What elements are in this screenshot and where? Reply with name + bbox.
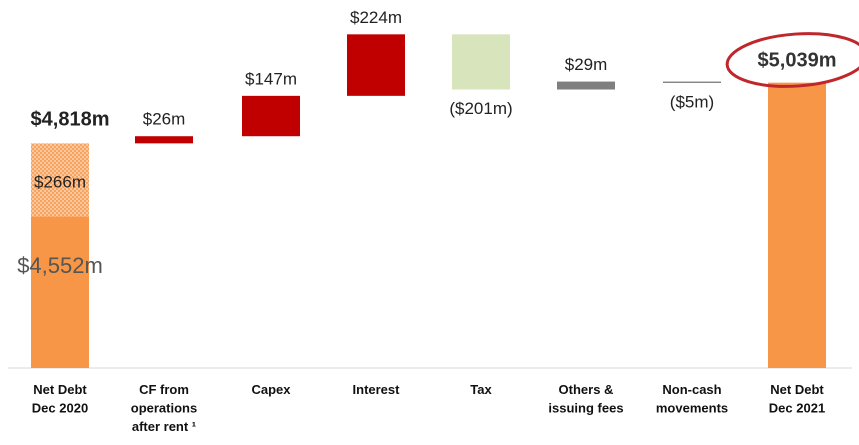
- bar: [242, 95, 300, 137]
- bar-segment: [31, 216, 89, 368]
- value-label: $29m: [565, 55, 608, 74]
- x-tick-label: Net Debt Dec 2021: [769, 382, 825, 416]
- highlight-ring: [725, 32, 859, 88]
- segment-label: $266m: [34, 172, 86, 191]
- value-label: ($201m): [449, 99, 512, 118]
- segment-label: $4,552m: [17, 253, 103, 278]
- x-tick-label: CF from operations after rent ¹: [131, 382, 197, 434]
- bar: [663, 81, 721, 83]
- x-tick-label: Capex: [251, 382, 291, 397]
- x-tick-label: Tax: [470, 382, 492, 397]
- x-tick-label: Interest: [353, 382, 401, 397]
- value-label: $26m: [143, 110, 186, 129]
- x-tick-label: Others & issuing fees: [548, 382, 623, 416]
- bar: [347, 34, 405, 96]
- total-label: $4,818m: [31, 108, 110, 130]
- value-label: $224m: [350, 8, 402, 27]
- bar: [768, 82, 826, 368]
- x-tick-label: Non-cash movements: [656, 382, 728, 416]
- bar: [557, 81, 615, 90]
- bar: [135, 136, 193, 144]
- value-label: ($5m): [670, 92, 714, 111]
- total-label: $5,039m: [758, 49, 837, 71]
- value-label: $147m: [245, 69, 297, 88]
- x-tick-label: Net Debt Dec 2020: [32, 382, 88, 416]
- bar: [452, 34, 510, 90]
- bar-segment: [31, 143, 89, 217]
